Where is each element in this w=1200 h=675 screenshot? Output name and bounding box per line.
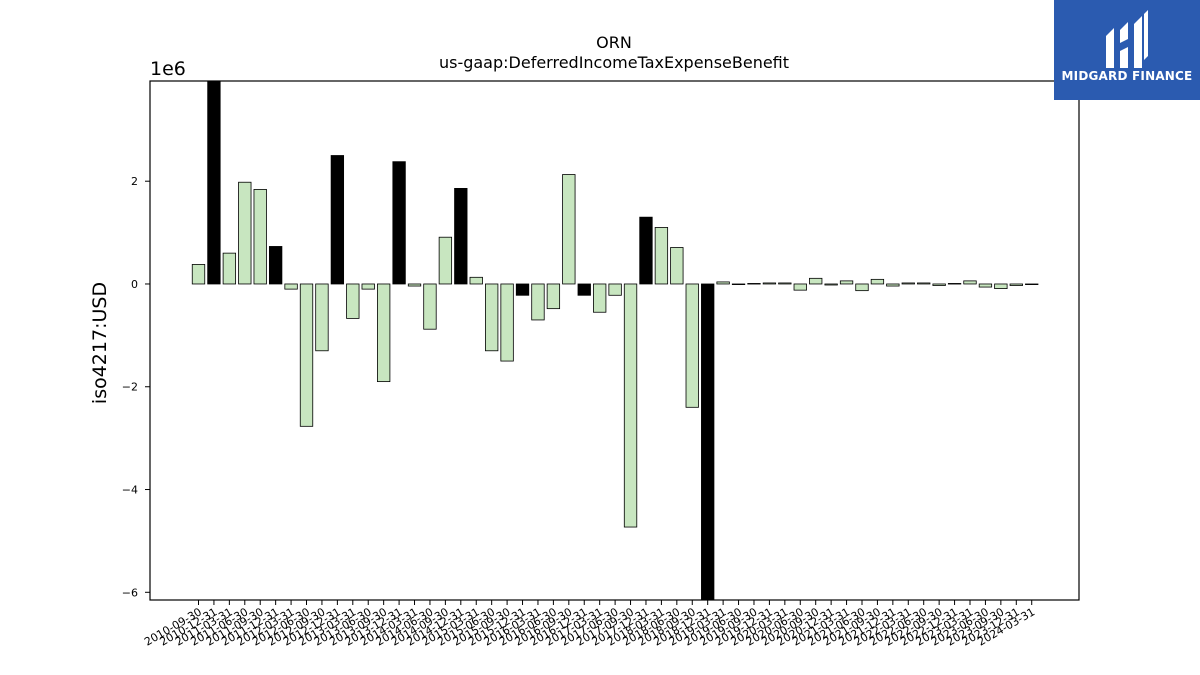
bar-2010-09-30 bbox=[191, 264, 206, 285]
midgard-logo-icon bbox=[1106, 10, 1148, 68]
bar-2018-12-31 bbox=[701, 283, 715, 601]
bar-2012-12-31 bbox=[330, 155, 345, 285]
bar-2020-03-31 bbox=[778, 282, 792, 285]
bar-2015-09-30 bbox=[500, 283, 514, 362]
bar-2018-06-30 bbox=[670, 247, 684, 285]
plot-frame bbox=[149, 80, 1080, 601]
bar-2019-03-31 bbox=[716, 281, 730, 285]
x-ticks-group: 2010-09-302010-12-312011-03-312011-06-30… bbox=[142, 600, 1037, 649]
bar-2014-03-31 bbox=[407, 283, 422, 287]
bar-2020-12-31 bbox=[824, 283, 838, 286]
bar-2021-12-31 bbox=[886, 283, 900, 287]
bar-2013-03-31 bbox=[346, 283, 360, 319]
bar-2014-09-30 bbox=[438, 236, 453, 285]
bar-2016-03-31 bbox=[531, 283, 545, 321]
bar-2021-09-30 bbox=[870, 278, 885, 285]
y-axis-label: iso4217:USD bbox=[89, 282, 111, 404]
bar-2012-03-31 bbox=[284, 283, 298, 290]
bar-2019-09-30 bbox=[747, 283, 761, 285]
bar-2011-06-30 bbox=[238, 181, 252, 285]
y-tick-label: 0 bbox=[131, 278, 138, 291]
bar-2018-09-30 bbox=[685, 283, 699, 408]
bar-2015-03-31 bbox=[469, 276, 483, 285]
bar-2011-09-30 bbox=[253, 189, 267, 285]
bar-2023-09-30 bbox=[994, 283, 1008, 290]
logo-text: MIDGARD FINANCE bbox=[1061, 69, 1193, 83]
bar-2019-12-31 bbox=[762, 282, 777, 285]
chart-title: ORN bbox=[596, 33, 632, 52]
bar-2018-03-31 bbox=[654, 227, 669, 285]
bar-2021-03-31 bbox=[839, 280, 854, 285]
bar-2020-06-30 bbox=[793, 283, 807, 291]
bar-2014-12-31 bbox=[454, 187, 468, 285]
y-tick-label: −2 bbox=[122, 381, 138, 394]
bar-2012-06-30 bbox=[299, 283, 314, 427]
bar-2022-06-30 bbox=[917, 282, 931, 285]
bar-2017-12-31 bbox=[639, 216, 653, 285]
y-tick-label: −4 bbox=[122, 484, 138, 497]
bar-2010-12-31 bbox=[207, 80, 221, 285]
y-tick-label: 2 bbox=[131, 175, 138, 188]
bar-2015-06-30 bbox=[485, 283, 499, 352]
bar-2022-12-31 bbox=[947, 283, 962, 285]
bar-2024-03-31 bbox=[1025, 283, 1039, 285]
bar-2012-09-30 bbox=[315, 283, 329, 352]
y-scale-label: 1e6 bbox=[150, 58, 186, 80]
bar-2016-06-30 bbox=[546, 283, 561, 310]
bar-2011-12-31 bbox=[268, 246, 283, 285]
bar-2015-12-31 bbox=[515, 283, 530, 296]
y-ticks-group: −6 −4 −2 0 2 bbox=[122, 175, 150, 599]
bar-2017-03-31 bbox=[593, 283, 607, 313]
bar-2017-06-30 bbox=[608, 283, 622, 296]
bar-2022-09-30 bbox=[932, 283, 946, 286]
bar-2022-03-31 bbox=[901, 282, 915, 285]
bar-2013-06-30 bbox=[361, 283, 375, 290]
bar-2011-03-31 bbox=[222, 252, 237, 285]
bar-2023-06-30 bbox=[978, 283, 993, 288]
bar-2020-09-30 bbox=[809, 277, 823, 285]
bars-group bbox=[191, 80, 1039, 601]
bar-2017-09-30 bbox=[623, 283, 638, 528]
bar-2013-09-30 bbox=[377, 283, 391, 383]
y-tick-label: −6 bbox=[122, 586, 138, 599]
bar-2016-12-31 bbox=[577, 283, 591, 296]
bar-2019-06-30 bbox=[731, 283, 746, 285]
bar-2021-06-30 bbox=[855, 283, 869, 292]
chart-subtitle: us-gaap:DeferredIncomeTaxExpenseBenefit bbox=[439, 53, 789, 72]
bar-2016-09-30 bbox=[562, 174, 576, 285]
bar-2023-03-31 bbox=[963, 280, 977, 285]
logo: MIDGARD FINANCE bbox=[1054, 0, 1200, 100]
bar-2014-06-30 bbox=[423, 283, 437, 330]
bar-2013-12-31 bbox=[392, 161, 406, 285]
bar-2023-12-31 bbox=[1009, 283, 1023, 286]
